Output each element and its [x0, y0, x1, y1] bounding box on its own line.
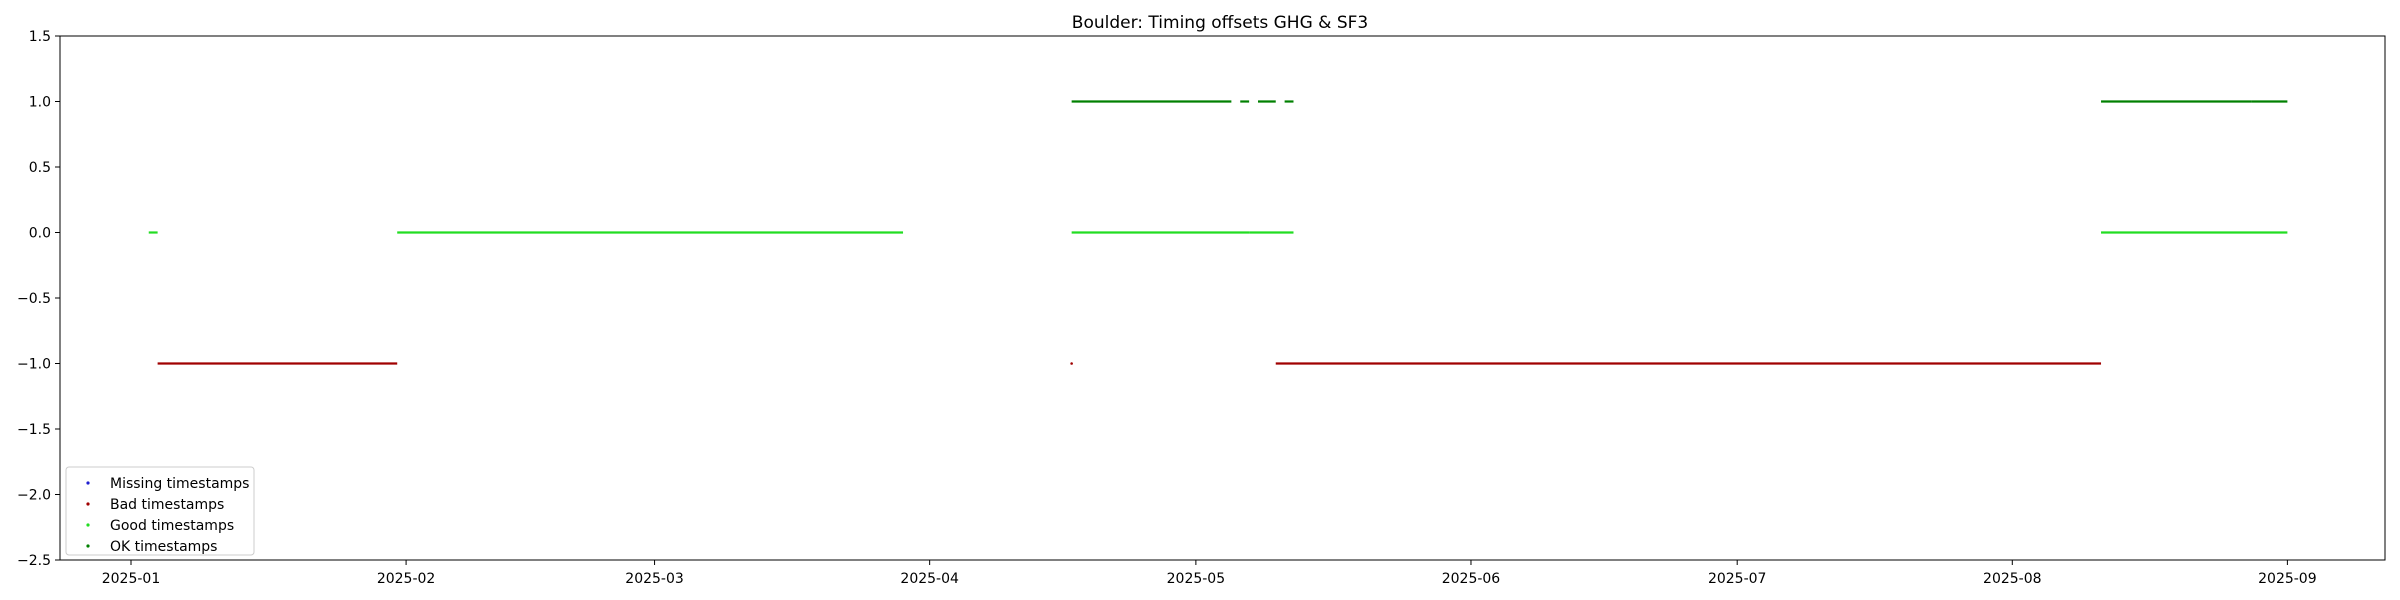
data-point	[1070, 362, 1073, 365]
legend-label: OK timestamps	[110, 539, 217, 555]
x-tick-label: 2025-05	[1167, 571, 1226, 587]
y-tick-label: 0.0	[29, 226, 51, 242]
legend-marker	[86, 502, 90, 506]
x-tick-label: 2025-07	[1708, 571, 1767, 587]
series-layer	[148, 100, 2288, 365]
x-tick-label: 2025-01	[102, 571, 161, 587]
y-tick-label: 1.0	[29, 95, 51, 111]
legend-marker	[86, 544, 90, 548]
y-tick-label: −1.0	[17, 357, 51, 373]
y-tick-label: 1.5	[29, 29, 51, 45]
x-tick-label: 2025-04	[900, 571, 959, 587]
y-tick-label: 0.5	[29, 160, 51, 176]
x-tick-label: 2025-06	[1442, 571, 1501, 587]
y-tick-label: −1.5	[17, 422, 51, 438]
x-tick-label: 2025-08	[1983, 571, 2042, 587]
x-tick-label: 2025-09	[2258, 571, 2317, 587]
y-tick-label: −2.5	[17, 553, 51, 569]
legend-label: Bad timestamps	[110, 497, 224, 513]
ticks-layer: 2025-01 2025-02 2025-03 2025-04 2025-05 2025-…	[17, 29, 2317, 587]
x-tick-label: 2025-02	[377, 571, 436, 587]
legend: Missing timestamps Bad timestamps Good tim…	[65, 466, 255, 556]
legend-marker	[86, 481, 90, 485]
legend-label: Missing timestamps	[110, 476, 249, 492]
legend-marker	[86, 523, 90, 527]
x-tick-label: 2025-03	[625, 571, 684, 587]
chart-title: Boulder: Timing offsets GHG & SF3	[1072, 13, 1368, 33]
y-tick-label: −2.0	[17, 488, 51, 504]
legend-label: Good timestamps	[110, 518, 234, 534]
legend-box	[65, 466, 255, 556]
plot-frame	[59, 35, 2386, 561]
y-tick-label: −0.5	[17, 291, 51, 307]
